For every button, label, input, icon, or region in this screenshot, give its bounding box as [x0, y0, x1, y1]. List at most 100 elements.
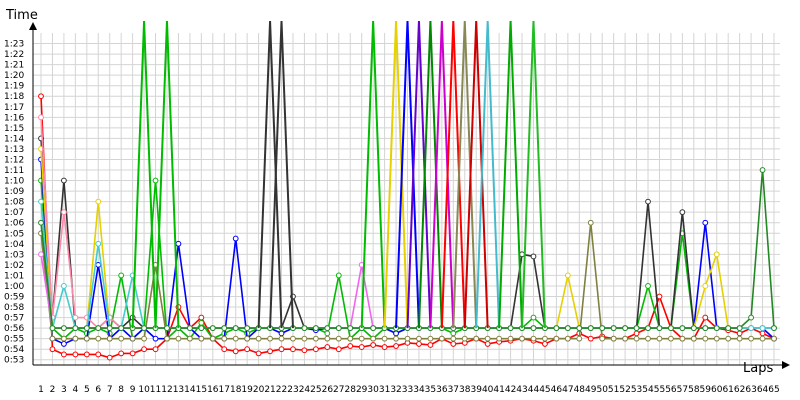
data-point — [129, 335, 136, 342]
data-point — [576, 325, 583, 332]
data-point — [232, 325, 239, 332]
spike-lines — [131, 20, 546, 329]
data-point — [290, 346, 296, 353]
data-point — [198, 335, 205, 342]
data-point — [599, 325, 606, 332]
data-point — [232, 335, 239, 342]
data-point — [725, 325, 732, 332]
y-tick-label: 1:19 — [4, 82, 24, 92]
data-point — [38, 251, 44, 258]
data-point — [542, 341, 548, 347]
y-tick-label: 0:54 — [4, 345, 24, 355]
data-point — [484, 335, 491, 342]
x-tick-label: 15 — [196, 385, 207, 395]
data-point — [209, 325, 216, 332]
x-tick-label: 62 — [734, 385, 745, 395]
data-point — [267, 335, 273, 342]
x-tick-label: 36 — [436, 385, 448, 395]
y-tick-label: 1:22 — [4, 50, 24, 60]
x-tick-label: 24 — [299, 385, 311, 395]
data-point — [49, 325, 56, 332]
x-tick-label: 42 — [505, 385, 516, 395]
data-point — [381, 335, 388, 342]
x-tick-label: 46 — [551, 385, 563, 395]
data-point — [198, 319, 205, 326]
data-point — [668, 325, 674, 332]
data-point — [622, 325, 629, 332]
y-tick-label: 1:08 — [4, 198, 24, 208]
data-point — [312, 325, 319, 332]
data-point — [175, 335, 182, 342]
x-tick-label: 53 — [631, 385, 642, 395]
x-tick-label: 20 — [253, 385, 265, 395]
data-point — [370, 335, 377, 342]
data-point — [519, 335, 525, 342]
data-point — [301, 325, 308, 332]
x-tick-label: 39 — [470, 385, 482, 395]
data-point — [244, 325, 251, 332]
data-point — [656, 335, 663, 342]
y-tick-label: 1:00 — [4, 282, 24, 292]
data-point — [118, 325, 125, 332]
data-point — [152, 177, 159, 184]
data-point — [335, 346, 342, 353]
data-point — [416, 341, 422, 347]
spike-line — [383, 20, 409, 329]
y-tick-label: 1:14 — [4, 134, 24, 144]
data-point — [38, 198, 44, 205]
x-tick-label: 1 — [38, 385, 44, 395]
x-tick-label: 19 — [241, 385, 253, 395]
data-point — [576, 335, 583, 342]
data-point — [656, 325, 663, 332]
y-tick-label: 1:10 — [4, 177, 24, 187]
data-point — [404, 335, 411, 342]
data-point — [312, 346, 319, 353]
spike-line — [429, 20, 455, 329]
data-point — [95, 335, 102, 342]
data-point — [72, 335, 79, 342]
x-tick-label: 31 — [379, 385, 390, 395]
data-point — [725, 335, 732, 342]
data-point — [324, 344, 331, 350]
y-tick-label: 1:20 — [4, 71, 24, 81]
x-axis-arrow — [782, 361, 790, 369]
data-point — [645, 283, 651, 289]
x-tick-label: 43 — [516, 385, 527, 395]
x-tick-label: 61 — [722, 385, 733, 395]
x-tick-label: 27 — [333, 385, 344, 395]
x-tick-label: 59 — [700, 385, 712, 395]
x-tick-label: 33 — [402, 385, 413, 395]
data-point — [370, 325, 377, 332]
y-tick-label: 1:23 — [4, 40, 24, 50]
data-point — [72, 351, 79, 358]
data-point — [416, 335, 422, 342]
data-point — [221, 325, 228, 332]
x-tick-label: 38 — [459, 385, 471, 395]
x-tick-label: 41 — [493, 385, 504, 395]
data-point — [736, 335, 743, 342]
y-tick-label: 1:16 — [4, 113, 24, 123]
data-point — [587, 325, 594, 332]
data-point — [95, 261, 102, 268]
data-point — [221, 335, 228, 342]
data-point — [324, 325, 331, 332]
data-point — [49, 335, 56, 342]
data-point — [198, 325, 205, 332]
data-point — [38, 93, 44, 100]
x-tick-label: 18 — [230, 385, 242, 395]
data-point — [335, 335, 342, 342]
x-tick-label: 52 — [619, 385, 630, 395]
x-tick-label: 58 — [688, 385, 700, 395]
y-tick-label: 0:55 — [4, 335, 24, 345]
x-tick-label: 17 — [219, 385, 230, 395]
data-point — [702, 283, 709, 289]
data-point — [759, 330, 766, 337]
spike-line — [257, 20, 283, 329]
y-tick-label: 1:04 — [4, 240, 24, 250]
data-point — [61, 341, 67, 347]
data-point — [507, 325, 514, 332]
data-point — [278, 330, 285, 337]
x-tick-label: 57 — [677, 385, 688, 395]
data-point — [656, 293, 663, 300]
x-tick-label: 5 — [84, 385, 90, 395]
